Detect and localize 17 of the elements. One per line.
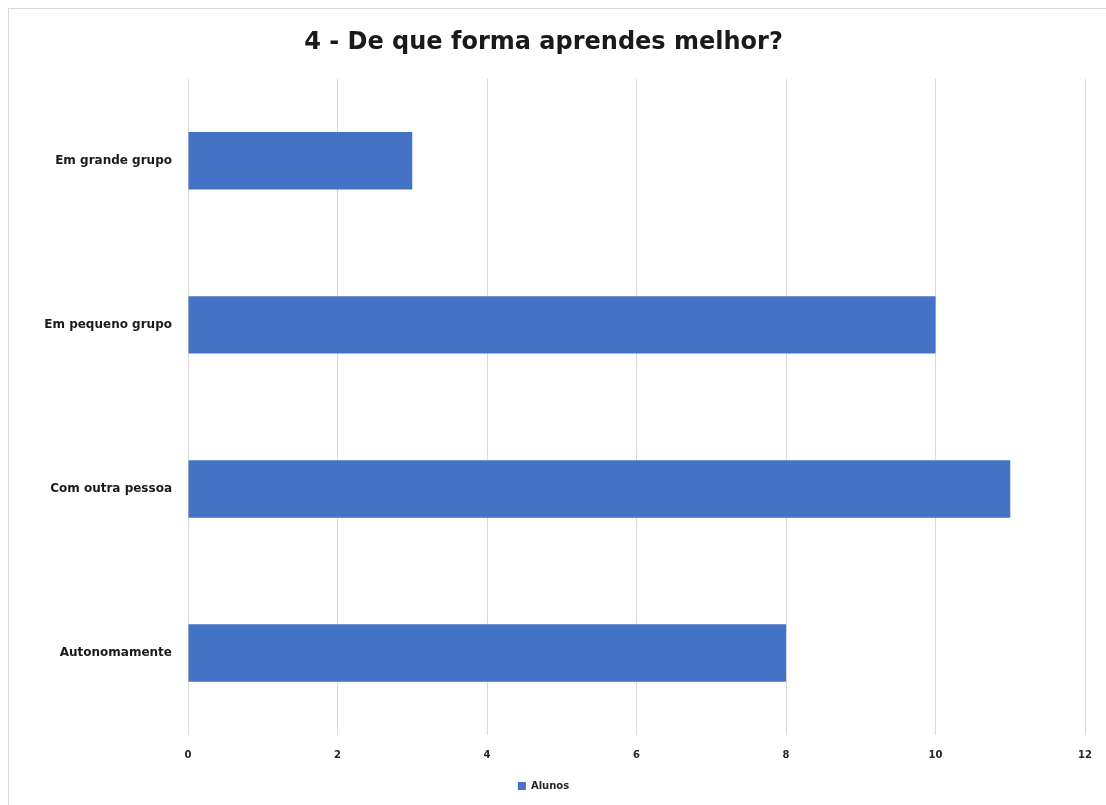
x-tick-label: 0 <box>184 748 192 760</box>
x-tick-label: 2 <box>334 748 342 760</box>
x-tick-label: 6 <box>633 748 641 760</box>
x-tick-label: 4 <box>483 748 491 760</box>
bar <box>188 132 413 190</box>
x-tick-label: 12 <box>1078 748 1093 760</box>
bar <box>188 460 1011 518</box>
y-tick-label: Em grande grupo <box>55 152 172 167</box>
x-tick-label: 8 <box>782 748 790 760</box>
y-tick-label: Com outra pessoa <box>50 481 172 496</box>
x-tick-label: 10 <box>928 748 943 760</box>
legend-label: Alunos <box>530 779 570 791</box>
y-tick-label: Em pequeno grupo <box>44 317 172 331</box>
bar <box>188 624 787 682</box>
y-tick-label: Autonomamente <box>59 645 172 660</box>
chart-title: 4 - De que forma aprendes melhor? <box>304 26 783 55</box>
bar <box>188 296 936 354</box>
